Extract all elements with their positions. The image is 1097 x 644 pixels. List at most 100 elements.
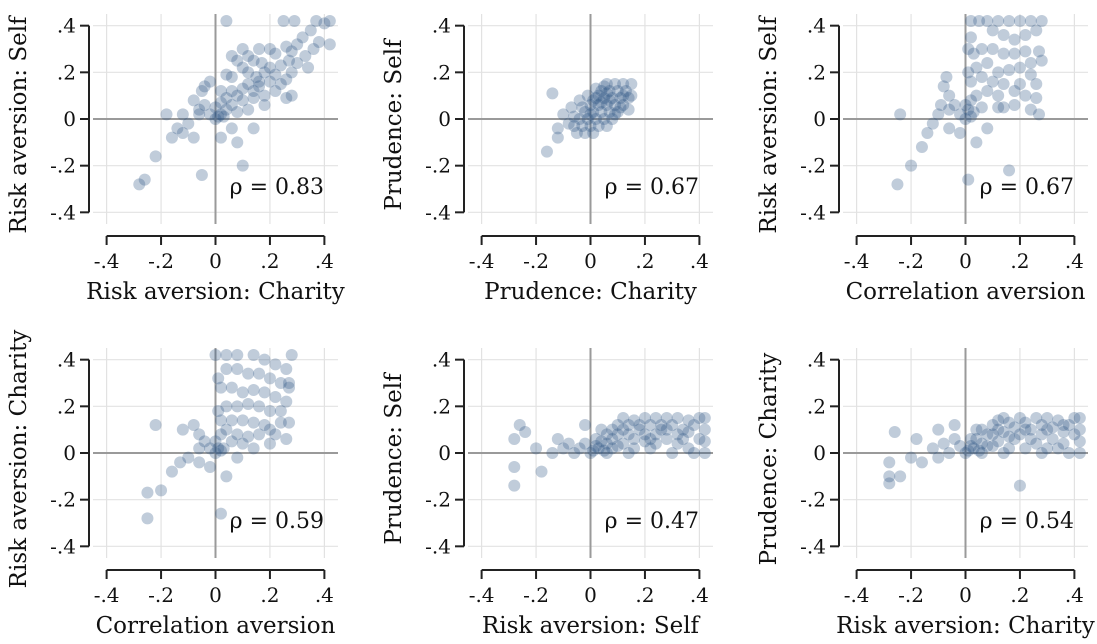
data-point	[579, 106, 592, 118]
y-tick-label: .2	[807, 394, 826, 418]
data-point	[948, 433, 961, 445]
data-point	[921, 127, 934, 139]
data-point	[274, 405, 287, 417]
data-point	[214, 414, 227, 427]
data-point	[1033, 108, 1045, 121]
data-point	[187, 419, 200, 431]
data-point	[576, 101, 589, 114]
data-point	[258, 89, 271, 102]
data-point	[967, 442, 980, 455]
data-point	[975, 437, 988, 450]
data-point	[606, 92, 619, 104]
data-point	[910, 433, 923, 445]
data-point	[255, 57, 268, 69]
data-point	[231, 106, 244, 118]
data-point	[269, 47, 282, 60]
data-point	[1030, 412, 1043, 424]
data-point	[253, 400, 266, 413]
data-point	[274, 377, 287, 389]
data-point	[217, 110, 230, 123]
data-point	[595, 106, 608, 118]
x-tick-label: .4	[315, 583, 334, 607]
data-point	[587, 94, 600, 107]
data-point	[274, 59, 287, 72]
data-point	[693, 412, 706, 424]
data-point	[964, 31, 977, 44]
data-point	[220, 363, 233, 375]
data-point	[283, 381, 295, 394]
data-point	[236, 159, 249, 172]
x-tick-label: -.4	[469, 583, 495, 607]
data-point	[212, 442, 225, 455]
data-point	[595, 423, 608, 436]
data-point	[171, 122, 184, 135]
data-point	[926, 442, 939, 455]
y-tick-label: -.2	[800, 488, 826, 512]
data-point	[1041, 423, 1054, 436]
data-point	[962, 66, 975, 79]
data-point	[954, 108, 967, 121]
data-point	[551, 433, 564, 445]
data-point	[970, 136, 983, 149]
data-point	[1008, 85, 1021, 97]
data-point	[258, 66, 271, 79]
data-point	[508, 461, 521, 473]
data-point	[609, 108, 621, 121]
data-point	[138, 173, 151, 186]
data-point	[579, 127, 592, 139]
data-point	[220, 68, 233, 81]
data-point	[698, 447, 711, 459]
data-point	[283, 54, 295, 67]
data-point	[176, 423, 189, 436]
data-point	[975, 447, 988, 459]
data-point	[973, 444, 986, 457]
data-point	[1013, 412, 1026, 424]
y-tick-label: -.2	[800, 154, 826, 178]
data-point	[598, 444, 611, 457]
data-point	[622, 447, 635, 459]
data-point	[628, 442, 641, 455]
data-point	[997, 78, 1010, 90]
data-point	[986, 419, 999, 431]
y-tick-label: 0	[813, 441, 826, 465]
data-point	[242, 66, 255, 79]
data-point	[959, 99, 972, 111]
data-point	[323, 38, 336, 51]
data-point	[981, 57, 994, 69]
data-point	[600, 437, 613, 450]
data-point	[280, 92, 293, 104]
data-point	[649, 437, 662, 450]
data-point	[587, 127, 600, 139]
data-point	[253, 80, 266, 93]
data-point	[589, 92, 602, 104]
y-tick-label: .2	[57, 394, 76, 418]
data-point	[280, 395, 293, 408]
data-point	[1057, 419, 1070, 431]
data-point	[1035, 447, 1048, 459]
x-tick-label: -.2	[523, 249, 549, 273]
data-point	[258, 353, 271, 366]
data-point	[247, 92, 260, 104]
data-point	[992, 414, 1005, 427]
data-point	[628, 433, 641, 445]
data-point	[964, 433, 977, 445]
data-point	[204, 75, 217, 88]
data-point	[283, 416, 295, 429]
data-point	[236, 43, 249, 55]
data-point	[214, 96, 227, 109]
data-point	[606, 442, 619, 455]
data-point	[606, 433, 619, 445]
data-point	[285, 89, 298, 102]
data-point	[638, 412, 651, 424]
x-tick-label: 0	[584, 249, 597, 273]
data-point	[209, 435, 222, 448]
data-point	[598, 92, 611, 104]
data-point	[600, 447, 613, 459]
data-point	[975, 43, 988, 55]
data-point	[242, 50, 255, 62]
data-point	[312, 36, 325, 48]
data-point	[905, 159, 918, 172]
data-point	[299, 50, 312, 62]
data-point	[943, 103, 956, 116]
scatter-panel-4: -.4 -.2 0 .2 .4 -.4 -.2 0 .2 .4 Correlation aversi…	[6, 330, 338, 639]
